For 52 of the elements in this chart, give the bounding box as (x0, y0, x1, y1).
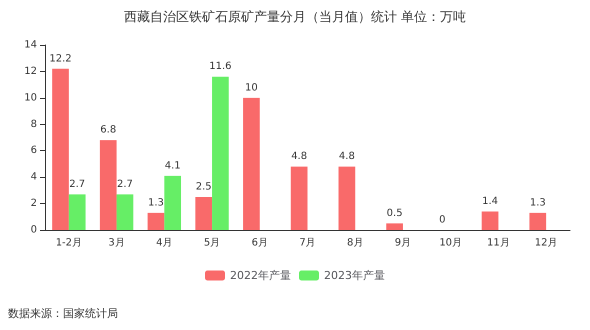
data-label: 10 (245, 82, 258, 94)
bar (100, 140, 117, 230)
data-label: 0 (439, 214, 446, 226)
data-label: 12.2 (49, 53, 72, 64)
source-note: 数据来源：国家统计局 (8, 307, 118, 320)
bar (212, 76, 229, 230)
y-tick-label: 8 (30, 118, 37, 130)
x-tick-label: 9月 (394, 238, 412, 248)
bar (68, 194, 86, 230)
y-tick-label: 4 (30, 172, 37, 183)
data-label: 0.5 (386, 208, 403, 219)
bar (116, 194, 134, 230)
data-label: 4.1 (164, 160, 181, 172)
y-tick-label: 6 (30, 145, 37, 156)
y-tick-label: 14 (24, 40, 37, 50)
bar (148, 212, 164, 230)
data-label: 1.4 (482, 196, 498, 207)
bar (338, 166, 356, 230)
bar (529, 212, 546, 230)
legend-label: 2022年产量 (230, 269, 292, 282)
data-label: 1.3 (148, 197, 164, 208)
y-tick-label: 12 (24, 66, 37, 77)
x-tick-label: 7月 (299, 238, 316, 248)
data-label: 4.8 (338, 151, 355, 162)
x-tick-label: 1-2月 (56, 238, 82, 248)
data-label: 6.8 (100, 124, 116, 136)
data-label: 4.8 (291, 151, 308, 162)
legend-label: 2023年产量 (324, 269, 385, 282)
bar (482, 212, 498, 230)
x-tick-label: 6月 (252, 238, 268, 248)
y-tick-label: 10 (24, 92, 37, 104)
data-label: 1.3 (530, 197, 546, 208)
bar (386, 223, 403, 230)
y-tick-label: 0 (30, 224, 37, 236)
data-label: 2.5 (196, 181, 212, 192)
chart-title: 西藏自治区铁矿石原矿产量分月（当月值）统计 单位：万吨 (124, 10, 466, 25)
y-tick-label: 2 (30, 198, 37, 210)
bar (52, 68, 69, 230)
bar (243, 98, 260, 230)
data-label: 2.7 (116, 178, 133, 190)
x-tick-label: 11月 (487, 238, 510, 248)
x-tick-label: 10月 (439, 238, 462, 248)
bar (164, 176, 182, 230)
x-tick-label: 12月 (534, 238, 558, 248)
x-tick-label: 3月 (108, 238, 125, 248)
bar (290, 166, 308, 230)
x-tick-label: 4月 (156, 238, 173, 248)
bar (195, 196, 212, 230)
data-label: 2.7 (69, 178, 86, 190)
x-tick-label: 5月 (204, 238, 220, 248)
x-tick-label: 8月 (347, 238, 364, 248)
data-label: 11.6 (209, 61, 232, 72)
